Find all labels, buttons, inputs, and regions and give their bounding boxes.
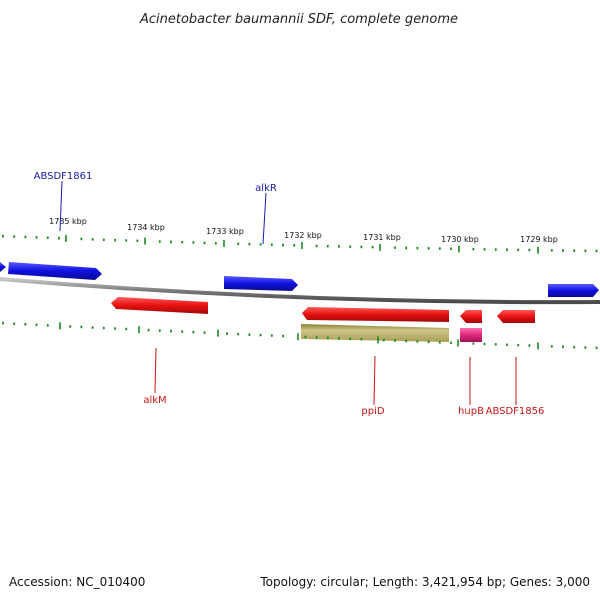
tick-label-1735: 1735 kbp — [49, 217, 87, 226]
tick-label-1731: 1731 kbp — [363, 233, 401, 242]
label-alkr: alkR — [255, 183, 277, 194]
genome-backbone — [0, 277, 600, 305]
label-hupb: hupB — [458, 406, 484, 417]
gene-labels: ABSDF1861 alkR alkM ppiD hupB ABSDF1856 — [34, 171, 545, 417]
feature-hupb-region[interactable] — [460, 328, 482, 342]
callout-alkm — [154, 347, 157, 394]
callout-lines — [59, 180, 517, 406]
topology-summary: Topology: circular; Length: 3,421,954 bp… — [259, 575, 590, 589]
label-absdf1861: ABSDF1861 — [34, 171, 93, 182]
callout-ppid — [373, 355, 376, 406]
map-title: Acinetobacter baumannii SDF, complete ge… — [139, 12, 458, 27]
label-ppid: ppiD — [361, 406, 384, 417]
callout-alkr — [262, 192, 267, 245]
gene-ppid[interactable] — [302, 307, 449, 322]
accession-text: Accession: NC_010400 — [9, 575, 145, 589]
tick-label-1730: 1730 kbp — [441, 235, 479, 244]
gene-forward-partial-right[interactable] — [548, 284, 599, 297]
label-absdf1856: ABSDF1856 — [486, 406, 545, 417]
gene-absdf1856[interactable] — [497, 310, 535, 323]
feature-ppid-region[interactable] — [301, 324, 449, 342]
label-alkm: alkM — [143, 395, 166, 406]
tick-label-1732: 1732 kbp — [284, 231, 322, 240]
reverse-strand-genes — [111, 297, 535, 323]
gene-forward-partial-left[interactable] — [0, 262, 6, 272]
gene-alkr[interactable] — [224, 276, 298, 291]
tick-label-1734: 1734 kbp — [127, 223, 165, 232]
tick-label-1733: 1733 kbp — [206, 227, 244, 236]
scale-labels: 1735 kbp 1734 kbp 1733 kbp 1732 kbp 1731… — [49, 217, 558, 244]
gene-absdf1861[interactable] — [8, 262, 102, 280]
forward-strand-genes — [0, 262, 599, 297]
inner-tick-track — [2, 321, 598, 350]
tick-label-1729: 1729 kbp — [520, 235, 558, 244]
gene-hupb[interactable] — [460, 310, 482, 323]
gene-alkm[interactable] — [111, 297, 208, 314]
outer-tick-track — [2, 234, 598, 254]
callout-absdf1861 — [59, 180, 63, 232]
